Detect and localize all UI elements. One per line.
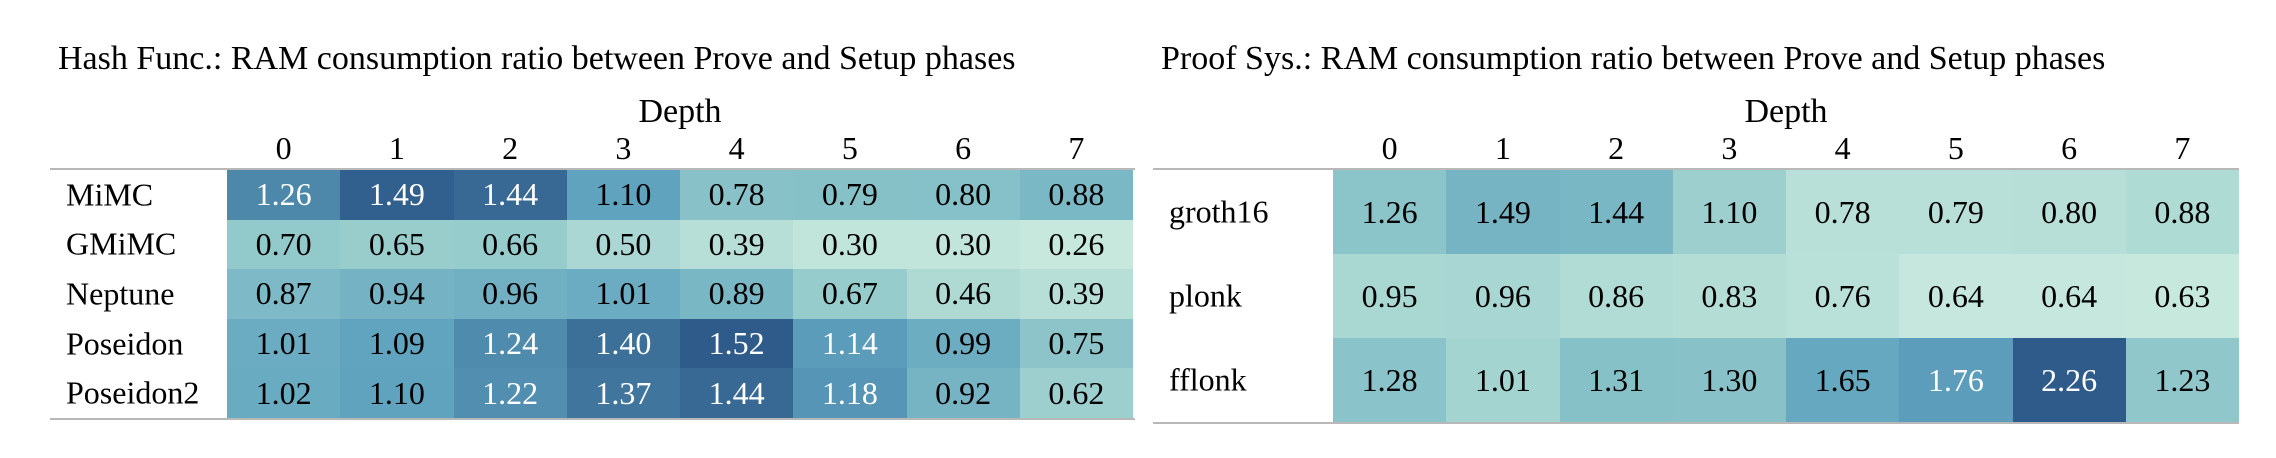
heatmap-cell: 0.70 — [227, 219, 341, 270]
heatmap-cell: 0.88 — [1019, 170, 1133, 220]
heatmap-cell: 0.95 — [1333, 254, 1447, 338]
heatmap-cell: 0.78 — [1786, 170, 1900, 254]
heatmap-cell: 1.31 — [1559, 338, 1673, 422]
heatmap-cell: 1.76 — [1899, 338, 2013, 422]
x-tick-label: 3 — [615, 130, 632, 166]
heatmap-cell: 0.89 — [680, 269, 794, 319]
x-tick-label: 7 — [2174, 130, 2191, 166]
heatmap-cell: 0.79 — [793, 170, 907, 220]
heatmap-cell: 0.39 — [680, 219, 794, 270]
heatmap-cell: 1.26 — [1333, 170, 1447, 254]
heatmap-cell: 0.64 — [2012, 254, 2126, 338]
heatmap-cell: 0.83 — [1672, 254, 1786, 338]
panel-title: Hash Func.: RAM consumption ratio betwee… — [58, 40, 1016, 77]
heatmap-cell: 1.14 — [793, 318, 907, 369]
heatmap-cell: 1.10 — [1672, 170, 1786, 254]
heatmap-cell: 1.02 — [227, 368, 341, 418]
y-tick-label: Neptune — [66, 275, 175, 312]
heatmap-cell: 0.62 — [1019, 368, 1133, 418]
heatmap-cell: 0.78 — [680, 170, 794, 220]
heatmap-cell: 1.24 — [453, 318, 567, 369]
heatmap-cell: 0.67 — [793, 269, 907, 319]
x-tick-label: 6 — [955, 130, 972, 166]
heatmap-cell: 0.79 — [1899, 170, 2013, 254]
heatmap-cell: 0.75 — [1019, 318, 1133, 369]
y-tick-label: plonk — [1169, 277, 1242, 314]
x-tick-label: 0 — [1381, 130, 1398, 166]
heatmap-cell: 0.50 — [566, 219, 680, 270]
heatmap-cell: 0.80 — [906, 170, 1020, 220]
heatmap-cell: 1.44 — [680, 368, 794, 418]
y-tick-label: Poseidon — [66, 325, 184, 362]
heatmap-cell: 1.28 — [1333, 338, 1447, 422]
heatmap-cell: 0.96 — [1446, 254, 1560, 338]
heatmap-cell: 2.26 — [2012, 338, 2126, 422]
heatmap-cell: 0.80 — [2012, 170, 2126, 254]
x-tick-label: 2 — [502, 130, 519, 166]
y-tick-label: MiMC — [66, 176, 154, 213]
heatmap-cell: 1.01 — [227, 318, 341, 369]
heatmap-cell: 1.52 — [680, 318, 794, 369]
panel-title: Proof Sys.: RAM consumption ratio betwee… — [1161, 40, 2106, 77]
heatmap-cell: 0.99 — [906, 318, 1020, 369]
heatmap-cell: 1.23 — [2125, 338, 2239, 422]
heatmap-cell: 1.44 — [1559, 170, 1673, 254]
heatmap-cell: 1.01 — [566, 269, 680, 319]
x-tick-label: 6 — [2061, 130, 2078, 166]
x-tick-label: 2 — [1608, 130, 1625, 166]
x-tick-label: 5 — [841, 130, 858, 166]
heatmap-cell: 0.87 — [227, 269, 341, 319]
x-tick-label: 7 — [1068, 130, 1085, 166]
heatmap-cell: 0.96 — [453, 269, 567, 319]
heatmap-cell: 1.26 — [227, 170, 341, 220]
heatmap-cell: 0.64 — [1899, 254, 2013, 338]
heatmap-cell: 0.66 — [453, 219, 567, 270]
heatmap-cell: 0.63 — [2125, 254, 2239, 338]
y-tick-label: GMiMC — [66, 225, 177, 262]
x-tick-label: 4 — [728, 130, 745, 166]
heatmap-cell: 0.94 — [340, 269, 454, 319]
x-tick-label: 1 — [388, 130, 405, 166]
x-axis-title: Depth — [638, 93, 722, 130]
heatmap-cell: 0.65 — [340, 219, 454, 270]
top-rule — [50, 168, 1135, 170]
y-tick-label: fflonk — [1169, 361, 1247, 398]
heatmap-cell: 1.09 — [340, 318, 454, 369]
x-tick-label: 3 — [1721, 130, 1738, 166]
heatmap-cell: 1.49 — [340, 170, 454, 220]
x-tick-label: 5 — [1947, 130, 1964, 166]
x-tick-label: 0 — [275, 130, 292, 166]
heatmap-cell: 0.88 — [2125, 170, 2239, 254]
heatmap-cell: 1.18 — [793, 368, 907, 418]
heatmap-cell: 1.22 — [453, 368, 567, 418]
heatmap-cell: 1.37 — [566, 368, 680, 418]
heatmap-cell: 0.92 — [906, 368, 1020, 418]
heatmap-cell: 0.76 — [1786, 254, 1900, 338]
x-axis-title: Depth — [1744, 93, 1828, 130]
heatmap-cell: 0.30 — [793, 219, 907, 270]
heatmap-cell: 1.44 — [453, 170, 567, 220]
heatmap-cell: 0.86 — [1559, 254, 1673, 338]
bottom-rule — [1153, 422, 2239, 424]
x-tick-label: 1 — [1494, 130, 1511, 166]
heatmap-cell: 1.01 — [1446, 338, 1560, 422]
x-tick-label: 4 — [1834, 130, 1851, 166]
heatmap-cell: 1.30 — [1672, 338, 1786, 422]
bottom-rule — [50, 418, 1135, 420]
heatmap-cell: 1.49 — [1446, 170, 1560, 254]
heatmap-cell: 0.26 — [1019, 219, 1133, 270]
heatmap-cell: 0.30 — [906, 219, 1020, 270]
y-tick-label: Poseidon2 — [66, 374, 200, 411]
y-tick-label: groth16 — [1169, 193, 1269, 230]
top-rule — [1153, 168, 2239, 170]
heatmap-cell: 1.10 — [340, 368, 454, 418]
heatmap-cell: 0.46 — [906, 269, 1020, 319]
heatmap-cell: 1.65 — [1786, 338, 1900, 422]
heatmap-cell: 1.40 — [566, 318, 680, 369]
heatmap-cell: 0.39 — [1019, 269, 1133, 319]
heatmap-cell: 1.10 — [566, 170, 680, 220]
